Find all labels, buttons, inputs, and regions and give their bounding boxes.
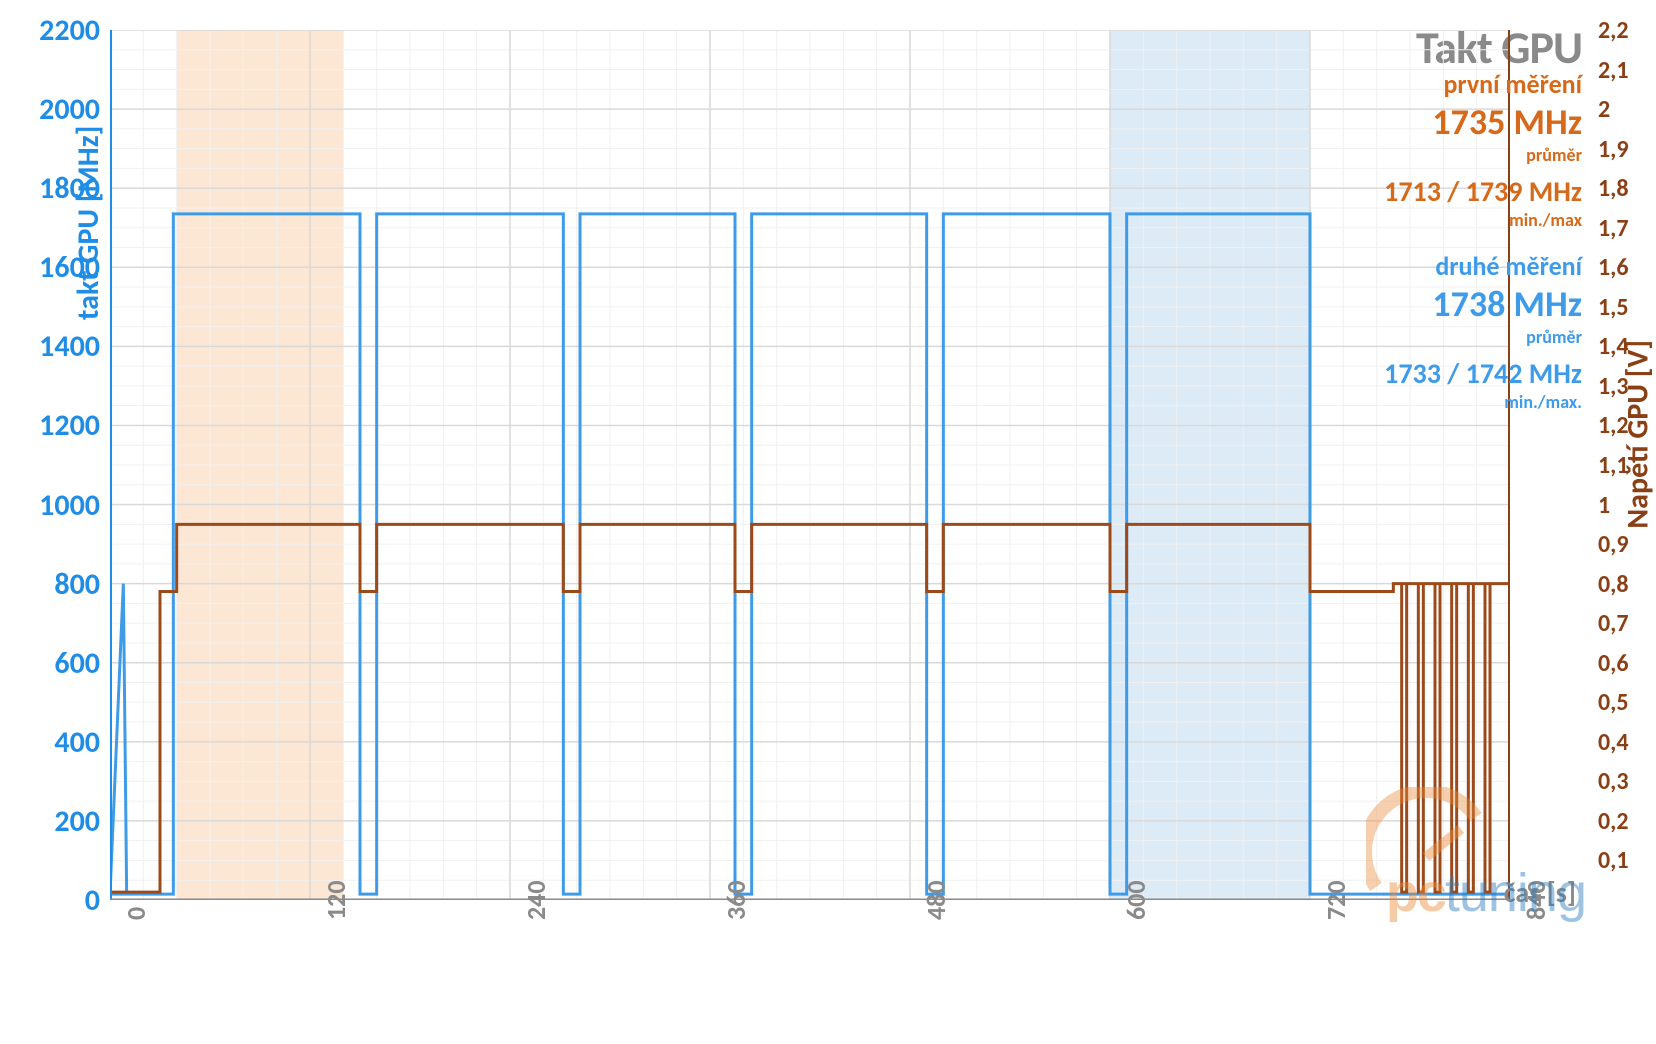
annotation-first: první měření 1735 MHz průměr 1713 / 1739… [1384,68,1582,231]
ytick-left: 600 [0,645,100,682]
xtick: 0 [120,907,152,920]
ytick-left: 200 [0,803,100,840]
anno1-mmsub: min./max [1384,209,1582,231]
ytick-right: 1,8 [1598,174,1650,203]
ytick-right: 0,4 [1598,728,1650,757]
xtick: 360 [720,880,752,920]
ytick-right: 0,3 [1598,767,1650,796]
ytick-right: 0,7 [1598,609,1650,638]
ytick-left: 1200 [0,407,100,444]
ytick-right: 1,7 [1598,214,1650,243]
plot-area [110,30,1510,900]
y-right-label: Napětí GPU [V] [1620,340,1656,529]
xtick: 600 [1120,880,1152,920]
xtick: 120 [320,880,352,920]
ytick-right: 2,1 [1598,56,1650,85]
chart-container: Takt GPU 0200400600800100012001400160018… [0,0,1656,1044]
ytick-right: 2,2 [1598,16,1650,45]
ytick-left: 1000 [0,487,100,524]
ytick-right: 0,5 [1598,688,1650,717]
ytick-right: 1,5 [1598,293,1650,322]
ytick-left: 1400 [0,328,100,365]
ytick-left: 800 [0,566,100,603]
anno1-value: 1735 MHz [1384,100,1582,144]
anno2-mmsub: min./max. [1384,391,1582,413]
annotation-second: druhé měření 1738 MHz průměr 1733 / 1742… [1384,250,1582,413]
ytick-left: 400 [0,724,100,761]
watermark: pctuning [1366,787,1586,924]
wm-pc: pc [1386,863,1445,923]
ytick-left: 0 [0,882,100,919]
anno2-value: 1738 MHz [1384,282,1582,326]
anno2-label: druhé měření [1384,250,1582,282]
ytick-right: 0,8 [1598,570,1650,599]
xtick: 240 [520,880,552,920]
anno1-label: první měření [1384,68,1582,100]
ytick-right: 0,1 [1598,846,1650,875]
anno2-sub: průměr [1384,326,1582,348]
ytick-left: 2200 [0,12,100,49]
ytick-right: 0,9 [1598,530,1650,559]
ytick-right: 0,2 [1598,807,1650,836]
anno1-minmax: 1713 / 1739 MHz [1384,174,1582,209]
anno2-minmax: 1733 / 1742 MHz [1384,356,1582,391]
ytick-right: 1,9 [1598,135,1650,164]
ytick-right: 0,6 [1598,649,1650,678]
ytick-right: 2 [1598,95,1650,124]
xtick: 720 [1320,880,1352,920]
xtick: 480 [920,880,952,920]
ytick-left: 2000 [0,91,100,128]
wm-tuning: tuning [1445,863,1586,923]
y-left-label: takt GPU [MHz] [70,126,107,320]
ytick-right: 1,6 [1598,253,1650,282]
anno1-sub: průměr [1384,144,1582,166]
